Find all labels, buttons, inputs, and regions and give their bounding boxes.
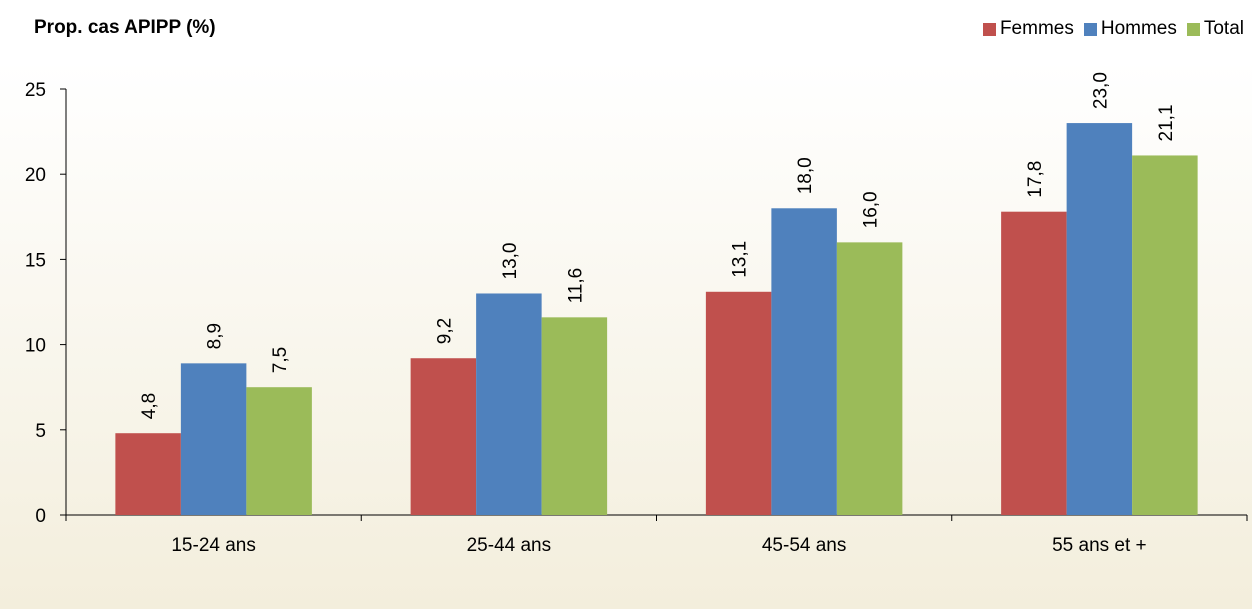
y-tick-label: 20 [25,165,46,186]
data-label: 4,8 [139,393,160,419]
x-tick-label: 25-44 ans [467,535,552,556]
y-tick-label: 5 [35,421,46,442]
data-label: 7,5 [270,347,291,373]
bar-hommes-4 [1067,123,1133,515]
bar-femmes-1 [115,433,181,515]
y-tick-label: 0 [35,506,46,527]
data-label: 21,1 [1156,104,1177,141]
y-tick-label: 15 [25,250,46,271]
data-label: 13,1 [730,241,751,278]
x-tick-label: 15-24 ans [171,535,256,556]
x-tick-label: 55 ans et + [1052,535,1147,556]
data-label: 8,9 [205,323,226,349]
data-label: 18,0 [795,157,816,194]
bar-total-2 [542,317,608,515]
bar-hommes-2 [476,293,542,515]
bar-femmes-2 [411,358,477,515]
y-tick-label: 10 [25,336,46,357]
data-label: 13,0 [500,242,521,279]
bar-hommes-1 [181,363,247,515]
bar-total-4 [1132,155,1198,515]
data-label: 11,6 [565,268,586,304]
data-label: 23,0 [1090,72,1111,109]
data-label: 9,2 [434,318,455,344]
bar-total-1 [246,387,312,515]
data-label: 17,8 [1025,161,1046,198]
bar-total-3 [837,242,903,515]
x-tick-label: 45-54 ans [762,535,847,556]
bar-femmes-4 [1001,212,1067,515]
y-tick-label: 25 [25,80,46,101]
bar-hommes-3 [771,208,837,515]
bar-femmes-3 [706,292,772,515]
data-label: 16,0 [861,191,882,228]
